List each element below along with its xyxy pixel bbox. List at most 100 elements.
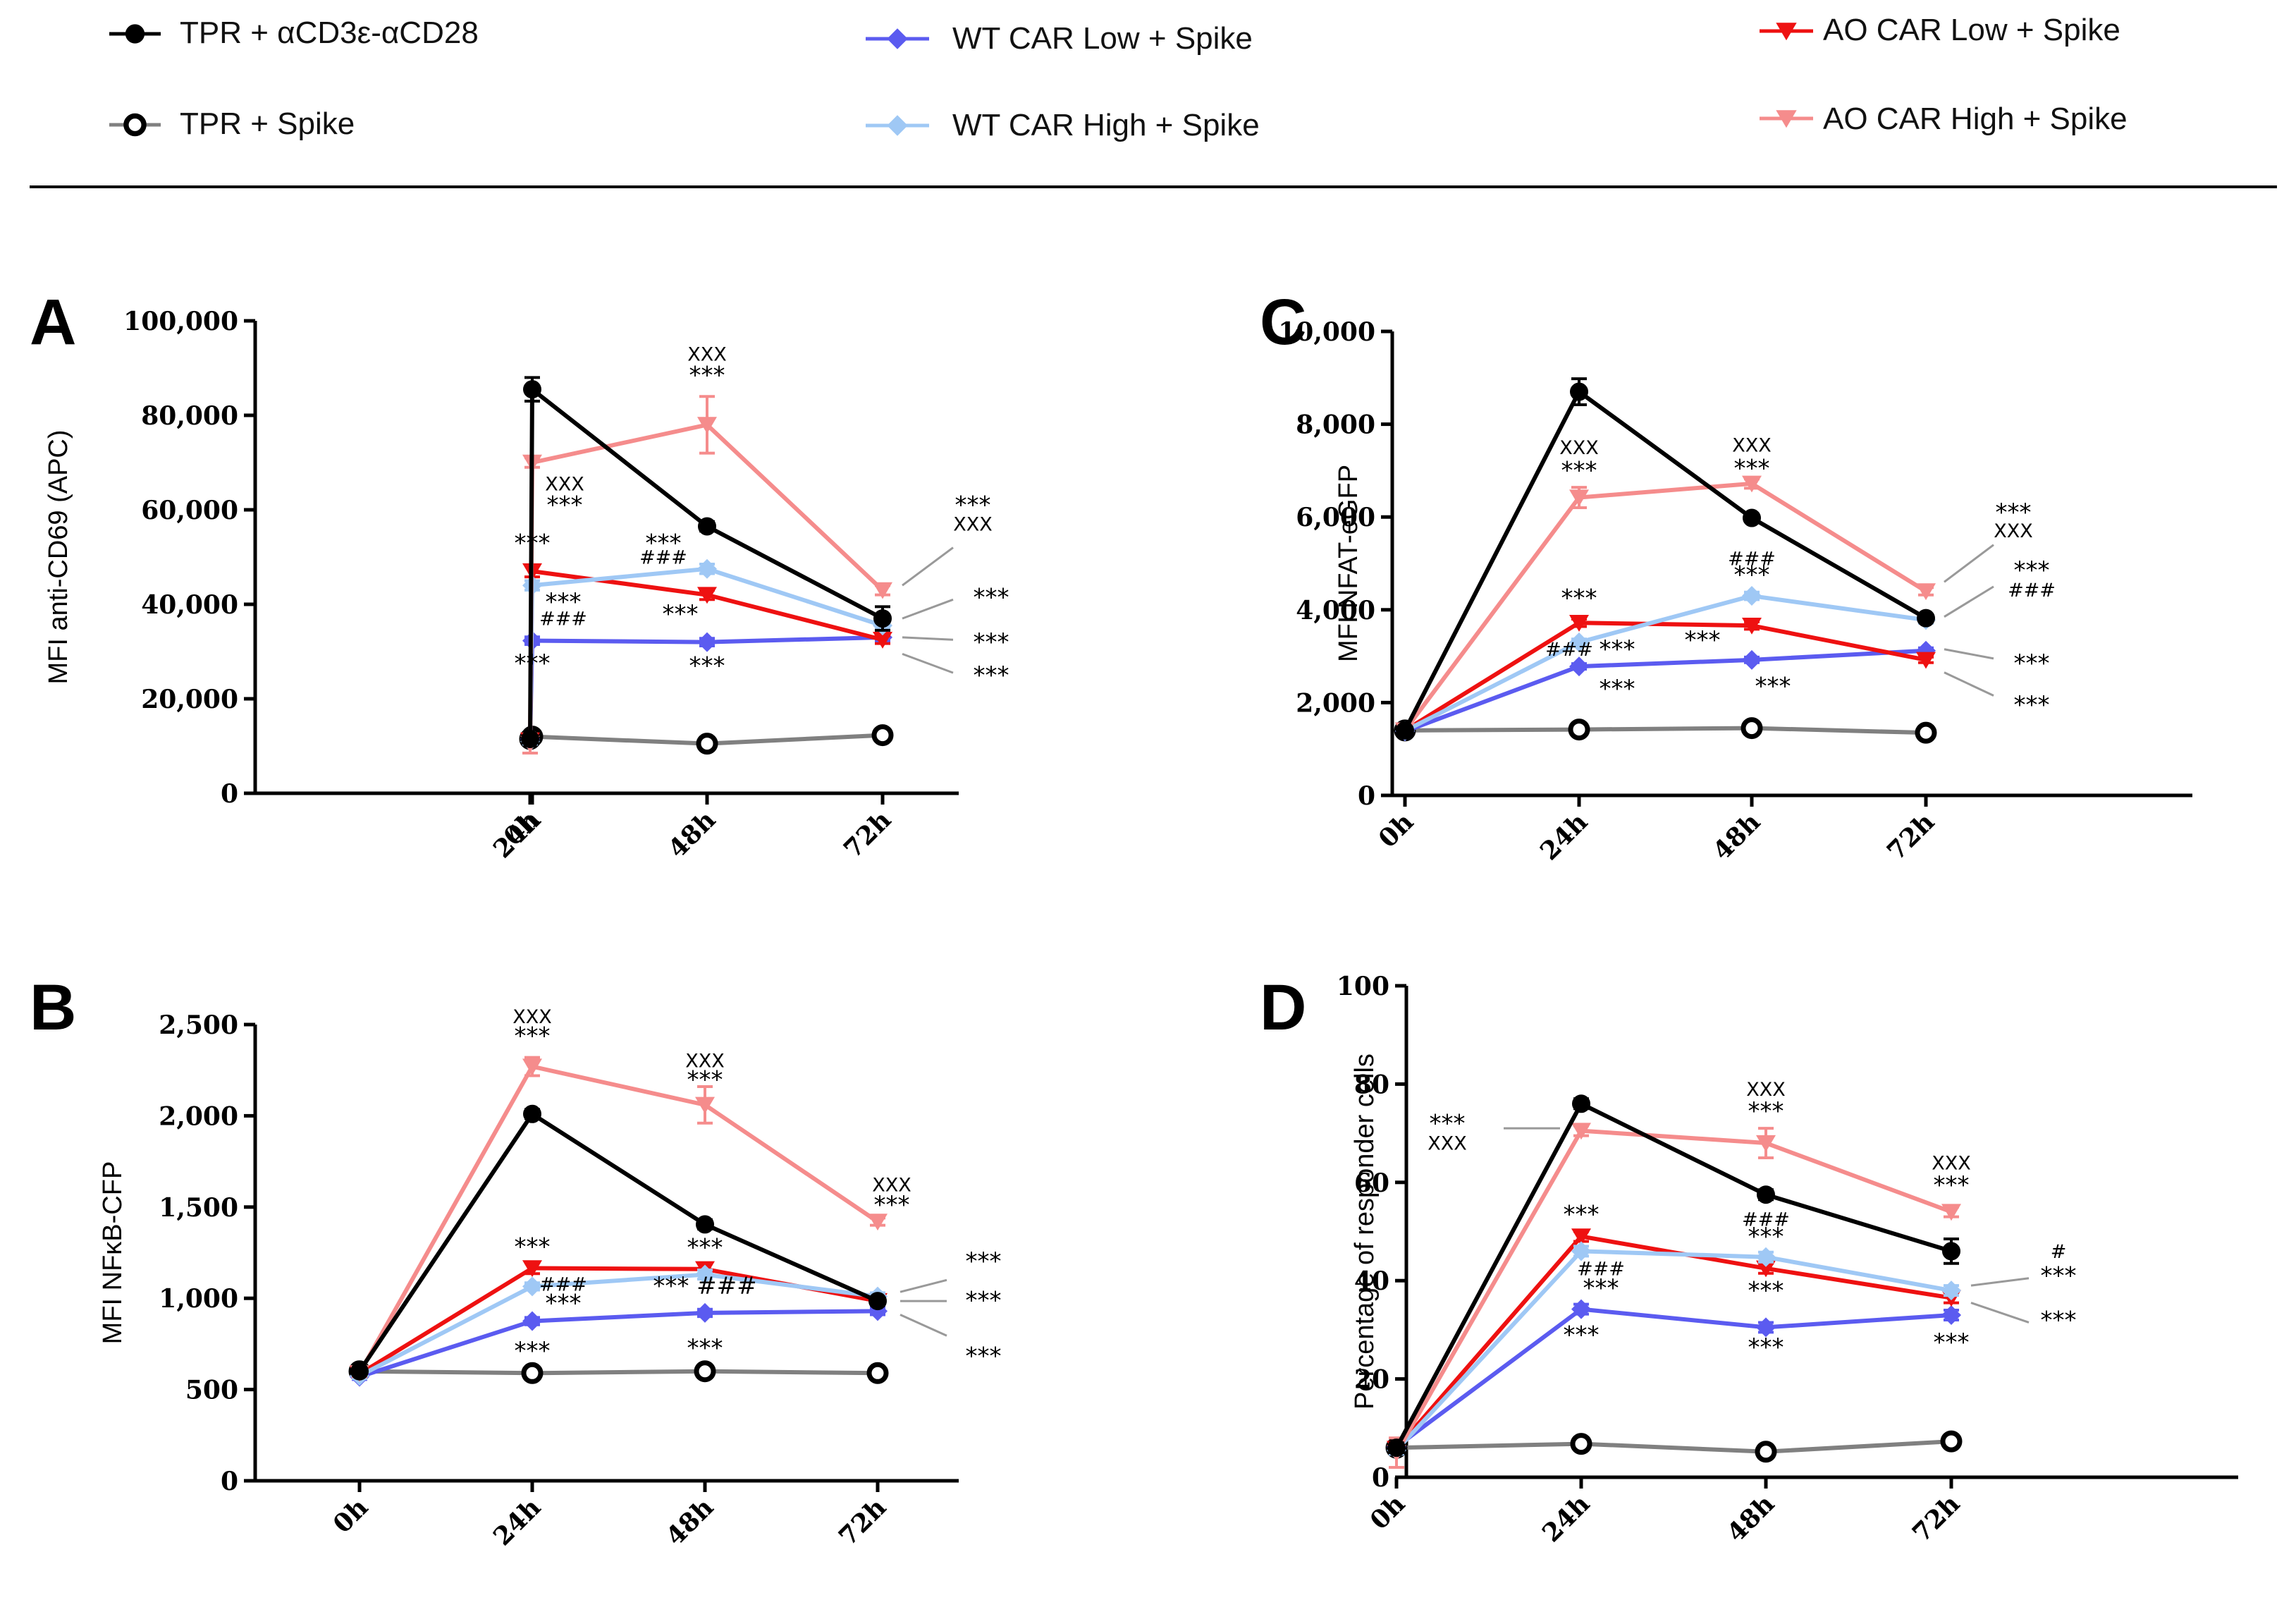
significance-annotation: *** [1583, 1274, 1619, 1302]
y-tick-label: 6,000 [1296, 503, 1375, 532]
data-point [1917, 609, 1935, 628]
significance-annotation: XXX [953, 513, 993, 535]
y-tick-label: 100 [1337, 972, 1389, 1001]
y-tick-label: 0 [221, 779, 238, 809]
significance-annotation: *** [1734, 561, 1770, 589]
annotation-leader [1944, 585, 1994, 618]
significance-annotation: ### [1742, 1209, 1790, 1231]
series-ao_low [1395, 615, 1936, 740]
series-tpr_cd3_cd28 [350, 1104, 887, 1381]
y-axis-title: MFI anti-CD69 (APC) [44, 429, 73, 684]
significance-annotation: *** [546, 1290, 582, 1318]
data-point [522, 1276, 542, 1297]
y-tick-label: 1,000 [159, 1284, 238, 1314]
series-line [1404, 726, 1927, 735]
annotation-leader [1944, 671, 1994, 697]
significance-annotation: *** [1996, 499, 2032, 527]
data-point [1742, 617, 1762, 635]
y-tick-label: 40,000 [141, 590, 238, 620]
annotation-leader [1970, 1302, 2030, 1324]
data-point [694, 1360, 716, 1383]
data-point [1571, 1123, 1591, 1140]
significance-annotation: *** [1748, 1223, 1784, 1251]
significance-annotation: *** [546, 588, 582, 616]
data-point [1569, 656, 1589, 677]
data-point [1757, 1185, 1775, 1204]
data-point [1568, 719, 1590, 741]
data-point [1916, 652, 1936, 669]
annotation-leader [900, 1278, 947, 1293]
series-line [1404, 648, 1927, 734]
significance-annotation: *** [515, 1022, 551, 1050]
data-point [1915, 721, 1937, 744]
annotation-leader [1970, 1277, 2030, 1287]
data-point [868, 1214, 888, 1231]
y-tick-label: 20,000 [141, 685, 238, 714]
data-point [697, 632, 717, 652]
significance-annotation: *** [1685, 626, 1721, 654]
significance-annotation: *** ### [653, 1272, 756, 1300]
series-tpr_cd3_cd28 [1387, 1094, 1960, 1458]
significance-annotation: *** [687, 1066, 723, 1094]
legend-marker-tpr-cd3-cd28 [109, 24, 161, 44]
significance-annotation: *** [1934, 1171, 1970, 1199]
significance-annotation: XXX [685, 1050, 725, 1072]
significance-annotation: XXX [1428, 1133, 1467, 1155]
significance-annotation: *** [1564, 1321, 1600, 1349]
data-point [697, 558, 717, 579]
data-point [1569, 632, 1589, 652]
significance-annotation: *** [974, 583, 1009, 611]
significance-annotation: *** [2014, 691, 2050, 719]
significance-annotation: *** [1600, 675, 1635, 703]
data-point [873, 609, 892, 628]
data-point [521, 1362, 544, 1384]
series-line [359, 1309, 878, 1379]
annotation-leader [900, 1314, 947, 1337]
significance-annotation: *** [1600, 635, 1635, 664]
significance-annotation: *** [2041, 1262, 2077, 1290]
series-wt_high [1387, 1241, 1961, 1460]
significance-annotation: *** [547, 491, 583, 520]
series-line [528, 387, 884, 739]
significance-annotation: *** [1748, 1333, 1784, 1362]
data-point [1755, 1441, 1777, 1463]
legend-label-tpr-cd3-cd28: TPR + αCD3ε-αCD28 [180, 16, 479, 50]
y-axis-title: Percentage of responder cells [1350, 1053, 1380, 1410]
data-point [1941, 1304, 1961, 1325]
significance-annotation: XXX [1932, 1152, 1971, 1174]
data-point [868, 1292, 887, 1311]
data-point [696, 733, 718, 755]
y-tick-label: 60 [1354, 1168, 1389, 1198]
significance-annotation: ### [2008, 580, 2056, 601]
significance-annotation: *** [966, 1343, 1002, 1371]
y-tick-label: 0 [1358, 781, 1375, 811]
panel-letter: A [30, 286, 76, 358]
series-line [1404, 594, 1927, 733]
annotation-leader [902, 636, 954, 641]
annotation-leader [902, 652, 954, 674]
significance-annotation: *** [1430, 1110, 1466, 1138]
series-line [1403, 481, 1927, 732]
significance-annotation: *** [1755, 673, 1791, 701]
y-tick-label: 2,000 [159, 1101, 238, 1131]
series-line [358, 1272, 878, 1378]
data-point [698, 517, 716, 536]
series-line [359, 1369, 878, 1376]
significance-annotation: *** [515, 1337, 551, 1365]
data-point [521, 729, 539, 748]
y-tick-label: 2,500 [159, 1010, 238, 1040]
data-point [696, 1215, 714, 1234]
legend: TPR + αCD3ε-αCD28 TPR + Spike WT CAR Low… [109, 13, 2128, 142]
series-line [1404, 621, 1927, 733]
series-line [1394, 1101, 1952, 1449]
data-point [1940, 1430, 1963, 1453]
data-point [1743, 508, 1761, 527]
y-tick-label: 8,000 [1296, 410, 1375, 440]
data-point [523, 380, 541, 399]
y-tick-label: 4,000 [1296, 596, 1375, 625]
data-point [1571, 1228, 1591, 1246]
y-tick-label: 60,000 [141, 496, 238, 525]
legend-item-ao-car-high: AO CAR High + Spike [1760, 102, 2128, 136]
